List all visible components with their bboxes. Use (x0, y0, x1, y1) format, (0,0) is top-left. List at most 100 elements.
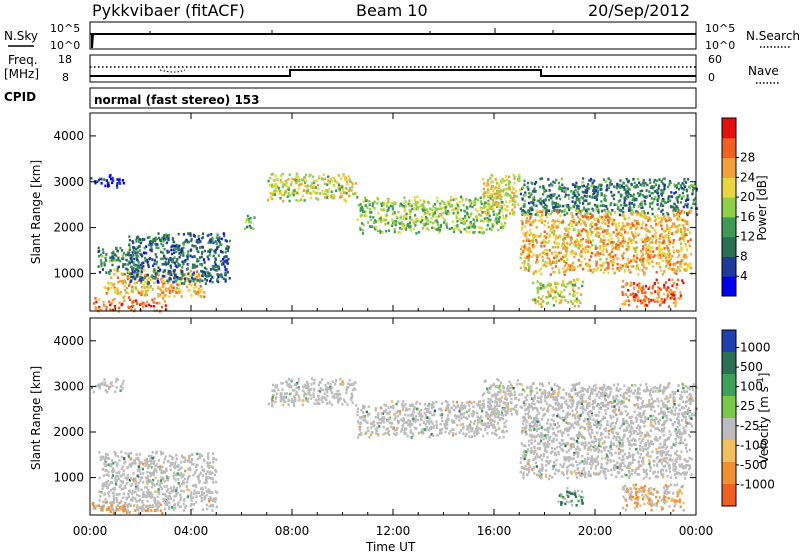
echo-cell-2 (107, 287, 110, 290)
echo-cell-10 (683, 234, 686, 238)
echo-cell-10 (566, 229, 569, 232)
echo-cell-10 (601, 239, 604, 243)
echo-cell-1 (165, 474, 168, 478)
echo-cell-7 (399, 215, 402, 218)
echo-cell-12 (534, 297, 537, 301)
echo-cell-1 (202, 458, 205, 462)
echo-cell-9 (539, 197, 542, 201)
echo-cell-9 (666, 185, 670, 189)
echo-cell-9 (578, 185, 581, 189)
echo-cell-3 (227, 247, 230, 250)
echo-cell-7 (489, 207, 493, 211)
echo-cell-3 (279, 393, 282, 396)
echo-cell-6 (331, 179, 334, 183)
echo-cell-10 (519, 266, 522, 270)
echo-cell-7 (397, 210, 400, 214)
echo-cell-2 (107, 289, 110, 293)
echo-cell-3 (209, 241, 212, 244)
echo-cell-10 (657, 222, 661, 225)
echo-cell-1 (159, 485, 162, 488)
echo-cell-9 (623, 186, 626, 189)
echo-cell-7 (474, 202, 477, 206)
echo-cell-9 (596, 192, 599, 195)
echo-cell-10 (676, 213, 679, 217)
echo-cell-9 (620, 195, 623, 198)
echo-cell-7 (498, 216, 501, 219)
echo-cell-7 (438, 231, 441, 234)
echo-cell-9 (597, 208, 600, 211)
echo-cell-2 (187, 289, 190, 293)
echo-cell-4 (95, 300, 98, 304)
echo-cell-7 (356, 218, 359, 222)
echo-cell-9 (676, 198, 679, 202)
echo-cell-9 (551, 184, 554, 187)
echo-cell-11 (640, 301, 643, 305)
echo-cell-3 (154, 277, 157, 280)
echo-cell-10 (522, 239, 525, 243)
echo-cell-7 (430, 217, 433, 220)
echo-cell-4 (109, 308, 112, 311)
echo-cell-3 (197, 259, 200, 263)
echo-cell-10 (586, 234, 589, 238)
echo-cell-1 (170, 506, 174, 509)
echo-cell-11 (663, 298, 666, 301)
echo-cell-10 (541, 213, 544, 217)
y-tick-label: 1000 (53, 266, 84, 280)
echo-cell-3 (187, 232, 190, 235)
echo-cell-3 (309, 388, 313, 391)
echo-cell-1 (212, 457, 215, 460)
echo-cell-12 (571, 302, 574, 305)
echo-cell-0 (92, 390, 95, 394)
echo-cell-10 (572, 221, 575, 224)
echo-cell-9 (594, 185, 597, 189)
echo-cell-1 (211, 509, 214, 512)
echo-cell-10 (645, 267, 648, 270)
station-title: Pykkvibaer (fitACF) (92, 1, 245, 20)
echo-cell-10 (619, 241, 622, 245)
echo-cell-1 (212, 504, 215, 508)
echo-cell-10 (535, 239, 538, 242)
echo-cell-9 (616, 184, 619, 188)
echo-cell-1 (214, 500, 217, 503)
echo-cell-10 (668, 216, 671, 220)
echo-cell-2 (138, 291, 141, 295)
echo-cell-1 (177, 468, 180, 472)
echo-cell-7 (393, 211, 396, 214)
echo-cell-11 (672, 301, 675, 305)
echo-cell-3 (173, 251, 176, 255)
echo-cell-10 (634, 250, 637, 253)
echo-cell-10 (677, 217, 680, 221)
echo-cell-10 (673, 213, 676, 217)
echo-cell-9 (664, 201, 667, 205)
echo-cell-10 (553, 231, 556, 234)
echo-cell-3 (180, 272, 184, 275)
echo-cell-10 (608, 253, 611, 256)
echo-cell-10 (526, 255, 529, 259)
echo-cell-1 (111, 491, 114, 495)
echo-cell-7 (467, 215, 471, 219)
echo-cell-6 (282, 193, 285, 197)
echo-cell-10 (566, 246, 569, 250)
echo-cell-1 (128, 272, 131, 275)
echo-cell-6 (294, 190, 297, 194)
echo-cell-9 (539, 185, 542, 189)
echo-cell-7 (504, 221, 507, 225)
echo-cell-9 (591, 181, 594, 185)
echo-cell-1 (126, 481, 129, 485)
echo-cell-10 (584, 246, 587, 249)
echo-cell-10 (584, 221, 587, 225)
echo-cell-1 (209, 504, 213, 507)
echo-cell-7 (442, 221, 446, 224)
echo-cell-3 (201, 279, 204, 283)
echo-cell-2 (195, 285, 198, 289)
echo-cell-0 (121, 179, 125, 182)
echo-cell-2 (123, 288, 127, 292)
echo-cell-7 (389, 204, 392, 208)
echo-cell-6 (295, 181, 298, 185)
echo-cell-2 (114, 509, 118, 513)
echo-cell-10 (574, 244, 577, 248)
echo-cell-4 (133, 308, 136, 311)
echo-cell-9 (643, 212, 646, 215)
echo-cell-3 (162, 239, 165, 243)
echo-cell-10 (550, 252, 554, 255)
